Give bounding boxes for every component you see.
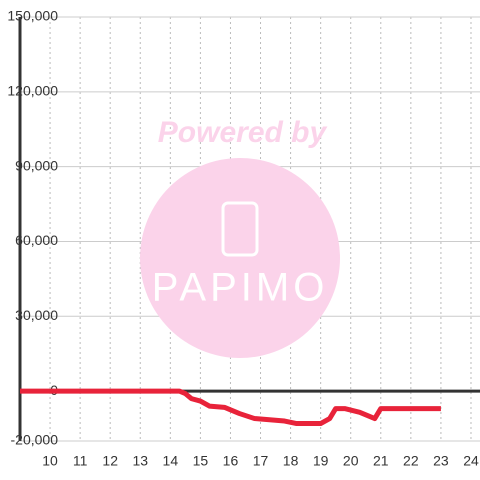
y-tick-label: -20,000 — [11, 432, 59, 448]
watermark-logo: PAPIMO — [152, 266, 329, 310]
y-tick-label: 30,000 — [15, 307, 58, 323]
x-tick-label: 15 — [193, 453, 209, 469]
x-tick-label: 20 — [343, 453, 359, 469]
x-tick-label: 23 — [433, 453, 449, 469]
y-tick-label: 150,000 — [7, 8, 58, 24]
x-tick-label: 24 — [463, 453, 479, 469]
watermark-icon — [221, 201, 259, 257]
watermark-circle — [140, 158, 340, 358]
x-tick-label: 19 — [313, 453, 329, 469]
x-tick-label: 16 — [223, 453, 239, 469]
x-tick-label: 21 — [373, 453, 389, 469]
x-tick-label: 17 — [253, 453, 269, 469]
watermark-title: Powered by — [158, 116, 328, 149]
x-tick-label: 13 — [132, 453, 148, 469]
x-tick-label: 22 — [403, 453, 419, 469]
x-tick-label: 14 — [163, 453, 179, 469]
x-tick-label: 11 — [73, 453, 88, 469]
x-tick-label: 10 — [42, 453, 58, 469]
x-tick-label: 12 — [102, 453, 118, 469]
y-tick-label: 120,000 — [7, 83, 58, 99]
series-line — [20, 388, 441, 427]
y-tick-label: 90,000 — [15, 157, 58, 173]
x-tick-label: 18 — [283, 453, 299, 469]
y-tick-label: 60,000 — [15, 232, 58, 248]
